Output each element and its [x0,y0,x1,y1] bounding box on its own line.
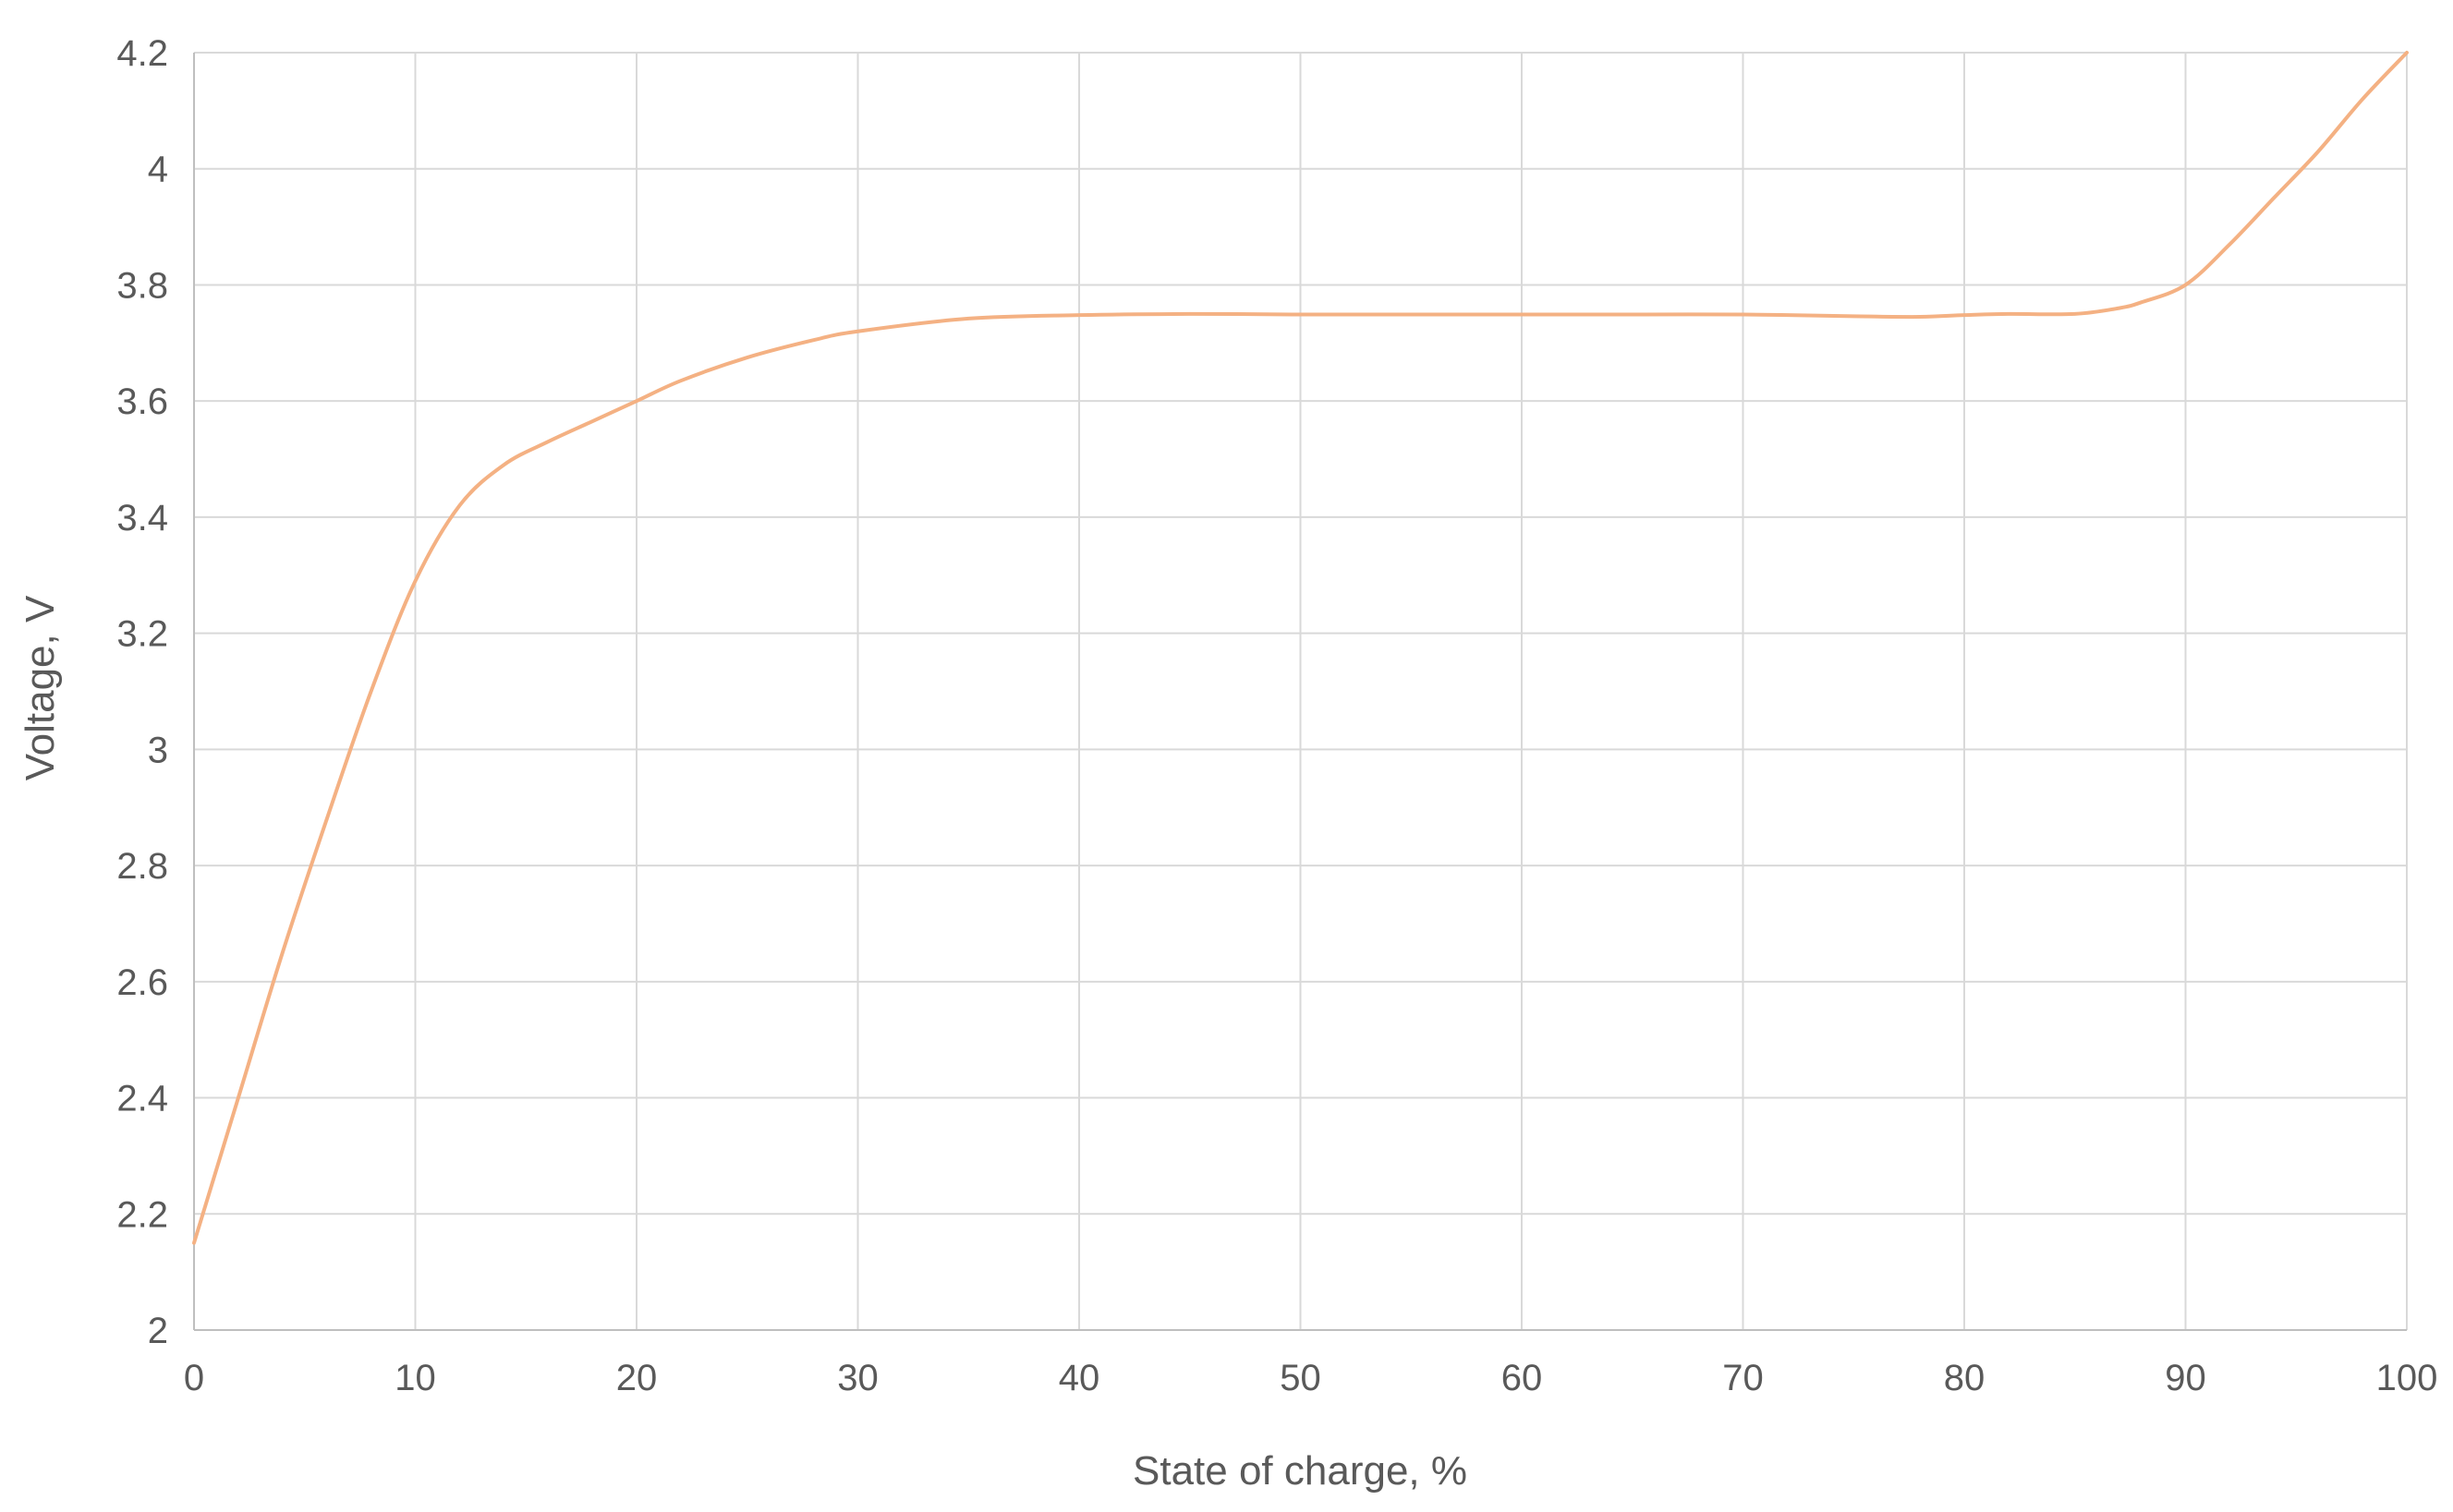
x-tick-label: 10 [395,1358,436,1398]
x-tick-label: 80 [1944,1358,1985,1398]
y-tick-labels: 2 2.2 2.4 2.6 2.8 3 3.2 3.4 3.6 3.8 4 4.2 [116,33,168,1351]
x-tick-label: 60 [1501,1358,1543,1398]
y-tick-label: 2.8 [116,846,168,887]
y-tick-label: 4.2 [116,33,168,74]
series-layer [192,51,2409,1245]
grid [194,52,2408,1330]
series-line-0 [192,51,2409,1245]
x-tick-label: 70 [1722,1358,1764,1398]
y-tick-label: 2.4 [116,1079,168,1119]
y-tick-label: 3 [148,730,168,770]
x-tick-label: 50 [1280,1358,1321,1398]
x-tick-label: 30 [837,1358,879,1398]
axes [193,53,2407,1331]
x-tick-label: 100 [2376,1358,2438,1398]
y-axis-title: Voltage, V [18,595,63,780]
x-tick-label: 0 [184,1358,204,1398]
x-tick-label: 40 [1059,1358,1100,1398]
x-tick-label: 20 [616,1358,658,1398]
y-tick-label: 4 [148,150,168,190]
x-axis-title: State of charge, % [1133,1448,1467,1494]
y-tick-label: 3.4 [116,498,168,538]
y-tick-label: 2.6 [116,962,168,1003]
x-tick-labels: 0 10 20 30 40 50 60 70 80 90 100 [184,1358,2438,1398]
y-tick-label: 2 [148,1311,168,1351]
y-tick-label: 2.2 [116,1194,168,1235]
y-tick-label: 3.8 [116,265,168,306]
y-tick-label: 3.6 [116,381,168,422]
y-tick-label: 3.2 [116,614,168,655]
x-tick-label: 90 [2165,1358,2206,1398]
